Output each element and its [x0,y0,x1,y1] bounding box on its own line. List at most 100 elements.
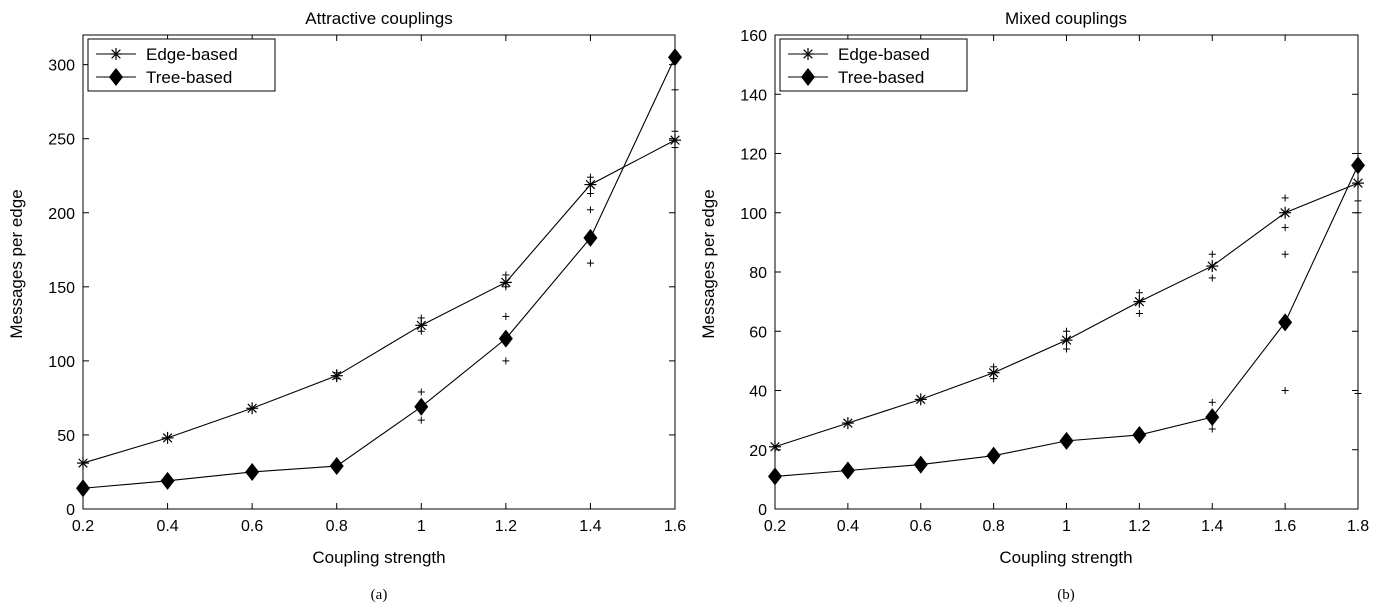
chart-a-series-edge-point-1 [161,431,174,444]
chart-b-series-tree-spread-5 [1354,209,1362,217]
chart-a-xlabel: Coupling strength [312,548,445,567]
chart-a-legend-edge-label: Edge-based [146,45,238,64]
chart-a-legend-tree-marker [109,68,123,86]
chart-a-series-tree-point-6 [583,228,598,247]
chart-b-series-edge-spread-6 [1208,274,1216,282]
plot-marks-layer: 0.2 0.4 0.6 0.8 1 1.2 1.4 1.6050100150200250300… [48,28,1369,535]
chart-a-series-tree-spread-4 [586,259,594,267]
chart-b-xtick-label-5: 1.2 [1128,518,1150,535]
chart-a-plot: 0.2 0.4 0.6 0.8 1 1.2 1.4 1.6 0 50 100 150 200 250 300… [48,34,686,535]
chart-b-series-edge-point-8-stroke-3 [1353,178,1363,188]
chart-b-ytick-label-4: 80 [749,265,767,282]
chart-a-frame [82,34,676,510]
chart-a-series-edge-point-2-stroke-3 [247,403,257,414]
chart-a-xtick-label-0: 0.2 [72,518,94,535]
chart-a-ylabel: Messages per edge [7,189,26,338]
chart-a-series-edge-point-1-stroke-3 [162,433,173,443]
chart-a-ytick-label-0: 0 [66,502,75,519]
chart-a-series-tree [76,48,682,498]
chart-b-ytick-label-2: 40 [749,384,767,401]
chart-a-series-tree-point-1 [160,471,175,490]
chart-b-series-edge-spread-10 [1354,197,1362,205]
chart-b-series-edge-point-3-stroke-3 [988,367,999,378]
chart-b-series-edge-point-7-stroke-3 [1280,208,1290,218]
chart-a-xtick-label-2: 0.6 [241,518,263,535]
chart-a-legend-edge-marker [110,48,122,60]
chart-a-ytick-label-6: 300 [48,58,75,75]
chart-a-ytick-label-1: 50 [57,428,75,445]
chart-b-series-tree-spread-0 [1208,425,1216,433]
chart-a-series-tree-spread-3 [502,312,510,320]
chart-b-series-edge-spread-8 [1281,224,1289,232]
chart-b-series-edge-point-5-stroke-3 [1134,296,1145,307]
chart-b-series-tree-point-4 [1059,431,1074,450]
chart-b-ytick-label-0: 0 [758,502,767,519]
chart-b-series-edge-spread-5 [1135,289,1143,297]
chart-a-series-edge-spread-9 [671,127,679,135]
chart-b-series-edge-spread-11 [1354,150,1362,157]
chart-b-series-edge-spread-9 [1281,194,1289,202]
chart-b-xtick-label-2: 0.6 [910,518,932,535]
chart-b-xtick-label-8: 1.8 [1347,518,1369,535]
chart-b-xtick-label-0: 0.2 [764,518,786,535]
chart-a-series-edge-point-7 [669,134,681,147]
chart-b-series-edge-point-0-stroke-3 [770,442,780,452]
chart-a-legend-tree-label: Tree-based [146,68,232,87]
chart-a-legend-box [87,38,276,92]
chart-b-series-tree-spread-4 [1354,389,1362,397]
chart-b-series-tree-spread-2 [1281,387,1289,394]
chart-b-series-tree-point-8 [1351,156,1365,175]
chart-b-legend-edge-marker-stroke-3 [803,49,813,59]
chart-b-legend-tree-label: Tree-based [838,68,924,87]
chart-b-series-edge-point-5 [1133,295,1146,308]
chart-b-series-tree-point-1 [840,461,855,480]
chart-b-series-edge-point-1 [841,417,854,430]
chart-b-ylabel: Messages per edge [699,189,718,338]
chart-a-series-tree-spread-2 [502,357,510,365]
chart-b-xtick-label-3: 0.8 [983,518,1005,535]
chart-a-series-tree-point-7 [668,48,682,67]
chart-a-series-tree-point-5 [498,329,513,348]
chart-b-series-tree-spread-3 [1281,250,1289,258]
chart-a-series-tree-point-2 [245,462,260,481]
chart-b-series-edge-point-0 [769,440,781,453]
chart-a-series-edge-point-0-stroke-3 [78,458,88,468]
chart-b-xtick-label-6: 1.4 [1201,518,1223,535]
chart-b-series-edge-point-7 [1279,206,1292,219]
chart-a-xtick-label-7: 1.6 [664,518,686,535]
chart-b-ytick-label-1: 20 [749,443,767,460]
chart-b-series-edge-point-1-stroke-3 [843,418,853,428]
chart-b-xtick-label-4: 1 [1062,518,1071,535]
chart-a-series-tree-spread-5 [586,206,594,214]
chart-b-legend-tree-marker [801,68,815,86]
chart-b-series-edge-point-4-stroke-3 [1061,335,1072,345]
chart-b-series-edge-point-2 [914,393,927,406]
chart-a-xtick-label-4: 1 [417,518,426,535]
chart-a-series-tree-spread-6 [671,86,679,94]
chart-a-ytick-label-4: 200 [48,206,75,223]
chart-b-series-edge-spread-3 [1063,327,1070,335]
chart-a-caption: (a) [371,587,388,603]
chart-b-legend-edge-label: Edge-based [838,45,930,64]
chart-a-xtick-label-5: 1.2 [495,518,517,535]
chart-a-series-tree-point-3 [329,457,344,476]
chart-b-series-tree-point-3 [986,446,1001,465]
chart-a-series-tree-point-4 [414,397,429,416]
chart-a-series-tree-spread-0 [417,416,425,424]
chart-b-series-edge-point-6 [1206,260,1219,273]
chart-a-xtick-label-6: 1.4 [579,518,601,535]
chart-b-title: Mixed couplings [1005,9,1127,28]
chart-b-ytick-label-3: 60 [749,324,767,341]
chart-b-series-edge [769,150,1364,453]
chart-a-series-edge-point-2 [246,402,259,415]
chart-a-title: Attractive couplings [305,9,452,28]
chart-b-series-tree-point-2 [913,455,928,474]
chart-b-xtick-label-1: 0.4 [837,518,859,535]
chart-b-series-tree-spread-1 [1208,398,1216,406]
chart-a-xtick-label-1: 0.4 [156,518,178,535]
chart-b-ytick-label-7: 140 [740,87,767,104]
chart-b-series-edge-spread-7 [1208,250,1216,258]
chart-b-plot: 0.2 0.4 0.6 0.8 1 1.2 1.4 1.6 1.8 0 20 40 60 80 100 120… [740,28,1369,535]
chart-b-series-tree [768,156,1365,486]
